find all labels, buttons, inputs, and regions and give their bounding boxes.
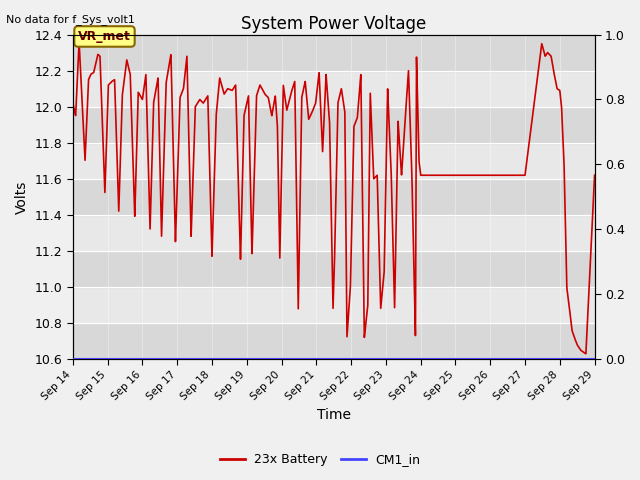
Bar [73,215,595,251]
Bar [73,107,595,143]
Bar [73,287,595,323]
Bar [73,179,595,215]
X-axis label: Time: Time [317,408,351,422]
Bar [73,323,595,359]
Y-axis label: Volts: Volts [15,180,29,214]
Bar [73,35,595,71]
Bar [73,71,595,107]
Bar [73,143,595,179]
Bar [73,251,595,287]
Title: System Power Voltage: System Power Voltage [241,15,426,33]
Text: No data for f_Sys_volt1: No data for f_Sys_volt1 [6,14,135,25]
Text: VR_met: VR_met [78,30,131,43]
Legend: 23x Battery, CM1_in: 23x Battery, CM1_in [214,448,426,471]
